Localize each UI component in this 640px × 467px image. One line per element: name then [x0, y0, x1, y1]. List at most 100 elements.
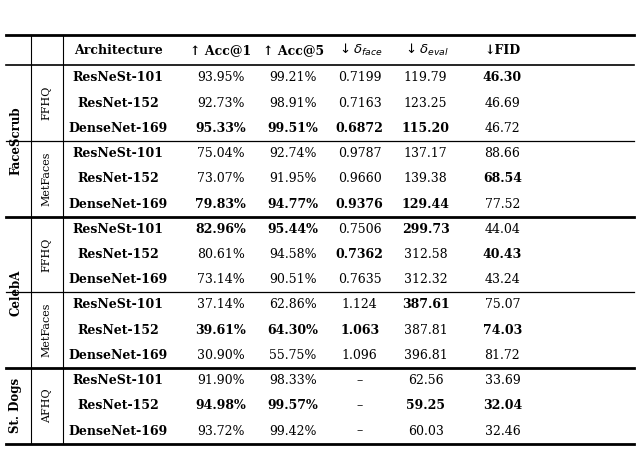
Text: 387.61: 387.61 [402, 298, 449, 311]
Text: 32.04: 32.04 [483, 399, 522, 412]
Text: 37.14%: 37.14% [197, 298, 244, 311]
Text: DenseNet-169: DenseNet-169 [68, 198, 168, 211]
Text: 99.21%: 99.21% [269, 71, 317, 85]
Text: 82.96%: 82.96% [195, 223, 246, 236]
Text: $\downarrow\delta_{eval}$: $\downarrow\delta_{eval}$ [403, 42, 449, 58]
Text: 95.44%: 95.44% [268, 223, 319, 236]
Text: ↑ Acc@5: ↑ Acc@5 [262, 44, 324, 57]
Text: 59.25: 59.25 [406, 399, 445, 412]
Text: 91.95%: 91.95% [269, 172, 317, 185]
Text: 55.75%: 55.75% [269, 349, 317, 362]
Text: 88.66: 88.66 [484, 147, 520, 160]
Text: ResNeSt-101: ResNeSt-101 [73, 147, 164, 160]
Text: –: – [356, 425, 363, 438]
Text: 92.73%: 92.73% [197, 97, 244, 110]
Text: DenseNet-169: DenseNet-169 [68, 349, 168, 362]
Text: 129.44: 129.44 [402, 198, 450, 211]
Text: 387.81: 387.81 [404, 324, 447, 337]
Text: 92.74%: 92.74% [269, 147, 317, 160]
Text: 98.33%: 98.33% [269, 374, 317, 387]
Text: 94.98%: 94.98% [195, 399, 246, 412]
Text: 119.79: 119.79 [404, 71, 447, 85]
Text: –: – [356, 374, 363, 387]
Text: 46.72: 46.72 [484, 122, 520, 135]
Text: 30.90%: 30.90% [197, 349, 244, 362]
Text: 0.9660: 0.9660 [338, 172, 381, 185]
Text: 62.86%: 62.86% [269, 298, 317, 311]
Text: FFHQ: FFHQ [42, 237, 52, 272]
Text: 77.52: 77.52 [484, 198, 520, 211]
Text: Architecture: Architecture [74, 44, 163, 57]
Text: DenseNet-169: DenseNet-169 [68, 273, 168, 286]
Text: 1.096: 1.096 [342, 349, 378, 362]
Text: ↓FID: ↓FID [484, 44, 520, 57]
Text: ResNet-152: ResNet-152 [77, 399, 159, 412]
Text: 0.6872: 0.6872 [336, 122, 383, 135]
Text: DenseNet-169: DenseNet-169 [68, 425, 168, 438]
Text: 98.91%: 98.91% [269, 97, 317, 110]
Text: 46.30: 46.30 [483, 71, 522, 85]
Text: ResNeSt-101: ResNeSt-101 [73, 71, 164, 85]
Text: 75.04%: 75.04% [197, 147, 244, 160]
Text: ResNeSt-101: ResNeSt-101 [73, 298, 164, 311]
Text: 60.03: 60.03 [408, 425, 444, 438]
Text: ↑ Acc@1: ↑ Acc@1 [190, 44, 252, 57]
Text: ResNet-152: ResNet-152 [77, 97, 159, 110]
Text: 1.124: 1.124 [342, 298, 378, 311]
Text: 0.7635: 0.7635 [338, 273, 381, 286]
Text: 93.72%: 93.72% [197, 425, 244, 438]
Text: 115.20: 115.20 [402, 122, 450, 135]
Text: ResNeSt-101: ResNeSt-101 [73, 223, 164, 236]
Text: 73.07%: 73.07% [197, 172, 244, 185]
Text: 312.32: 312.32 [404, 273, 447, 286]
Text: MetFaces: MetFaces [42, 303, 52, 357]
Text: 0.9787: 0.9787 [338, 147, 381, 160]
Text: DenseNet-169: DenseNet-169 [68, 122, 168, 135]
Text: 99.51%: 99.51% [268, 122, 319, 135]
Text: 0.9376: 0.9376 [336, 198, 383, 211]
Text: 33.69: 33.69 [484, 374, 520, 387]
Text: FaceScrub: FaceScrub [10, 107, 22, 175]
Text: 123.25: 123.25 [404, 97, 447, 110]
Text: 68.54: 68.54 [483, 172, 522, 185]
Text: 80.61%: 80.61% [197, 248, 244, 261]
Text: ResNet-152: ResNet-152 [77, 324, 159, 337]
Text: 95.33%: 95.33% [195, 122, 246, 135]
Text: 81.72: 81.72 [484, 349, 520, 362]
Text: 90.51%: 90.51% [269, 273, 317, 286]
Text: 74.03: 74.03 [483, 324, 522, 337]
Text: 139.38: 139.38 [404, 172, 447, 185]
Text: 312.58: 312.58 [404, 248, 447, 261]
Text: 75.07: 75.07 [484, 298, 520, 311]
Text: St. Dogs: St. Dogs [10, 378, 22, 433]
Text: 94.58%: 94.58% [269, 248, 317, 261]
Text: 73.14%: 73.14% [197, 273, 244, 286]
Text: 44.04: 44.04 [484, 223, 520, 236]
Text: CelebA: CelebA [10, 269, 22, 316]
Text: 99.42%: 99.42% [269, 425, 317, 438]
Text: 94.77%: 94.77% [268, 198, 319, 211]
Text: 39.61%: 39.61% [195, 324, 246, 337]
Text: 137.17: 137.17 [404, 147, 447, 160]
Text: 46.69: 46.69 [484, 97, 520, 110]
Text: 0.7199: 0.7199 [338, 71, 381, 85]
Text: 64.30%: 64.30% [268, 324, 319, 337]
Text: ResNet-152: ResNet-152 [77, 248, 159, 261]
Text: ResNeSt-101: ResNeSt-101 [73, 374, 164, 387]
Text: FFHQ: FFHQ [42, 86, 52, 120]
Text: 396.81: 396.81 [404, 349, 447, 362]
Text: 43.24: 43.24 [484, 273, 520, 286]
Text: 0.7506: 0.7506 [338, 223, 381, 236]
Text: 0.7163: 0.7163 [338, 97, 381, 110]
Text: 299.73: 299.73 [402, 223, 449, 236]
Text: 40.43: 40.43 [483, 248, 522, 261]
Text: 0.7362: 0.7362 [336, 248, 383, 261]
Text: 93.95%: 93.95% [197, 71, 244, 85]
Text: 62.56: 62.56 [408, 374, 444, 387]
Text: 79.83%: 79.83% [195, 198, 246, 211]
Text: AFHQ: AFHQ [42, 389, 52, 423]
Text: 99.57%: 99.57% [268, 399, 319, 412]
Text: 1.063: 1.063 [340, 324, 380, 337]
Text: 91.90%: 91.90% [197, 374, 244, 387]
Text: –: – [356, 399, 363, 412]
